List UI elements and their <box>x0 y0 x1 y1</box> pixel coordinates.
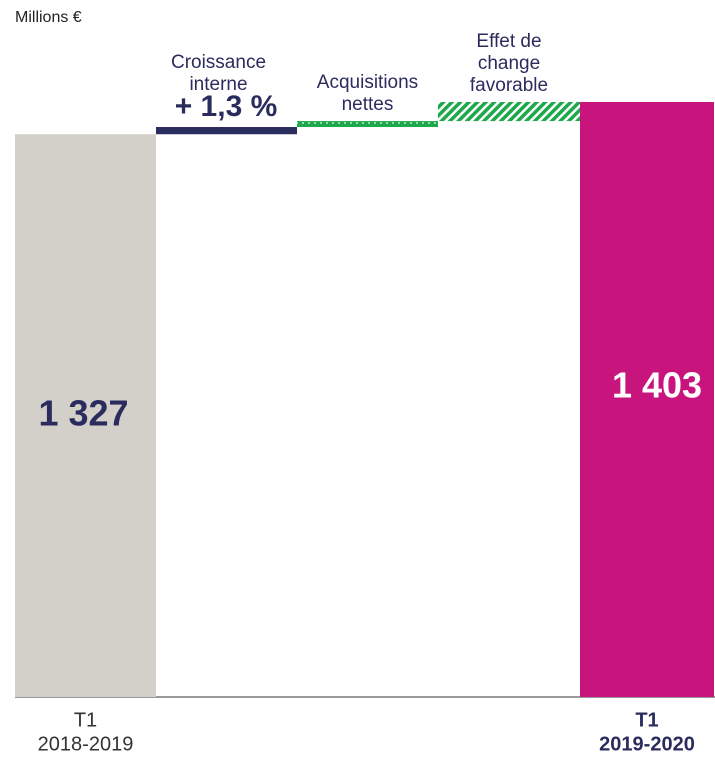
category-label: nettes <box>342 94 394 115</box>
value-label: 1 327 <box>38 393 128 434</box>
category-label: Effet de <box>476 31 541 52</box>
annotation: + 1,3 % <box>175 90 278 123</box>
bar <box>297 121 438 128</box>
bar <box>156 127 297 135</box>
category-label: change <box>478 53 540 74</box>
x-tick-label: 2018-2019 <box>38 733 134 755</box>
category-label: Croissance <box>171 52 266 73</box>
bar <box>438 102 580 122</box>
category-label: favorable <box>470 75 548 96</box>
category-label: Acquisitions <box>317 72 418 93</box>
value-label: 1 403 <box>612 365 702 406</box>
category-label: interne <box>189 74 247 95</box>
bar <box>15 134 156 697</box>
x-tick-label: 2019-2020 <box>599 733 695 755</box>
chart-title: Millions € <box>15 9 82 26</box>
x-tick-label: T1 <box>74 709 97 731</box>
x-tick-label: T1 <box>635 709 658 731</box>
bar <box>580 102 714 697</box>
